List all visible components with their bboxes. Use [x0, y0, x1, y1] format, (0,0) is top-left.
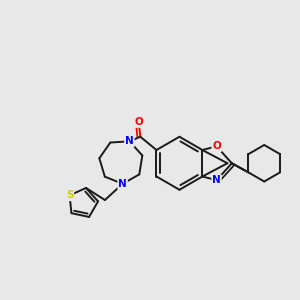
Text: N: N	[125, 136, 134, 146]
Text: O: O	[134, 117, 143, 127]
Text: S: S	[66, 190, 73, 200]
Text: N: N	[212, 175, 221, 185]
Text: O: O	[212, 141, 221, 151]
Text: N: N	[118, 179, 127, 189]
